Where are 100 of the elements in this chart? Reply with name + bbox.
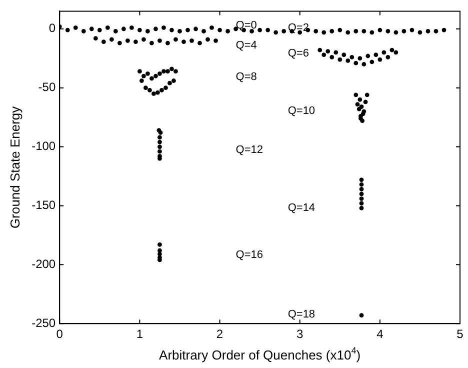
point <box>338 57 342 62</box>
annotation: Q=12 <box>236 144 264 156</box>
point <box>154 26 158 32</box>
point <box>170 28 174 32</box>
point <box>158 242 162 247</box>
point <box>113 29 118 34</box>
point <box>359 196 364 201</box>
point <box>214 38 218 43</box>
point <box>154 74 158 78</box>
point <box>334 50 338 55</box>
x-tick-label: 5 <box>456 327 464 342</box>
point <box>226 29 230 34</box>
x-tick-label: 1 <box>136 327 144 342</box>
point <box>93 36 98 41</box>
point <box>359 187 364 192</box>
point <box>386 54 390 60</box>
point <box>382 50 386 55</box>
point <box>101 40 106 44</box>
point <box>164 86 168 90</box>
point <box>162 69 166 74</box>
point <box>168 80 172 86</box>
y-tick-label: -150 <box>32 198 56 212</box>
point <box>156 90 160 95</box>
point <box>258 28 262 32</box>
point <box>150 40 154 46</box>
point <box>378 57 382 62</box>
point <box>318 48 322 52</box>
point <box>73 26 78 30</box>
point <box>359 313 364 318</box>
point <box>346 30 350 35</box>
point <box>139 78 144 83</box>
point <box>386 29 390 34</box>
point <box>178 29 182 34</box>
point <box>358 97 362 102</box>
point <box>378 28 382 32</box>
point <box>359 178 364 182</box>
point <box>370 30 374 35</box>
y-tick-label: -50 <box>38 80 56 94</box>
point <box>442 28 446 32</box>
annotation: Q=18 <box>288 308 316 320</box>
point <box>137 69 142 74</box>
point <box>160 88 164 92</box>
y-tick-label: -200 <box>32 256 56 271</box>
point <box>142 37 146 42</box>
point <box>97 28 102 32</box>
point <box>362 62 366 66</box>
point <box>363 100 368 104</box>
point <box>206 37 210 42</box>
point <box>172 78 176 83</box>
point <box>158 248 162 253</box>
point <box>105 26 110 30</box>
point <box>158 71 162 76</box>
point <box>146 71 150 76</box>
point <box>359 104 364 109</box>
point <box>355 102 360 107</box>
point <box>158 144 162 149</box>
point <box>182 40 186 44</box>
point <box>370 60 374 64</box>
point <box>158 130 163 135</box>
point <box>326 49 330 54</box>
point <box>359 182 364 187</box>
point <box>354 29 358 34</box>
point <box>394 30 398 35</box>
point <box>410 28 414 32</box>
point <box>330 54 334 60</box>
point <box>150 76 154 81</box>
point <box>342 52 346 58</box>
point <box>362 29 366 34</box>
point <box>210 26 214 30</box>
point <box>330 29 334 34</box>
point <box>359 201 364 206</box>
point <box>390 48 394 52</box>
annotation: Q=0 <box>236 19 257 32</box>
point <box>426 29 430 34</box>
point <box>152 92 156 96</box>
point <box>109 37 114 42</box>
point <box>366 54 370 58</box>
point <box>346 58 350 63</box>
annotation: Q=10 <box>288 105 316 118</box>
point <box>338 28 342 32</box>
point <box>266 28 270 32</box>
point <box>146 29 150 34</box>
point <box>133 40 138 44</box>
point <box>158 149 162 154</box>
point <box>314 29 318 34</box>
annotation: Q=14 <box>288 202 316 214</box>
point <box>158 38 162 43</box>
point <box>117 40 122 46</box>
annotation: Q=4 <box>236 40 257 52</box>
x-tick-label: 3 <box>296 327 304 342</box>
point <box>274 30 278 35</box>
point <box>434 29 438 34</box>
point <box>402 29 406 34</box>
point <box>121 26 126 32</box>
point <box>129 26 134 30</box>
x-tick-label: 4 <box>376 327 384 342</box>
point <box>394 50 398 55</box>
point <box>354 92 358 98</box>
point <box>65 28 70 32</box>
y-axis-title: Ground State Energy <box>7 106 22 228</box>
